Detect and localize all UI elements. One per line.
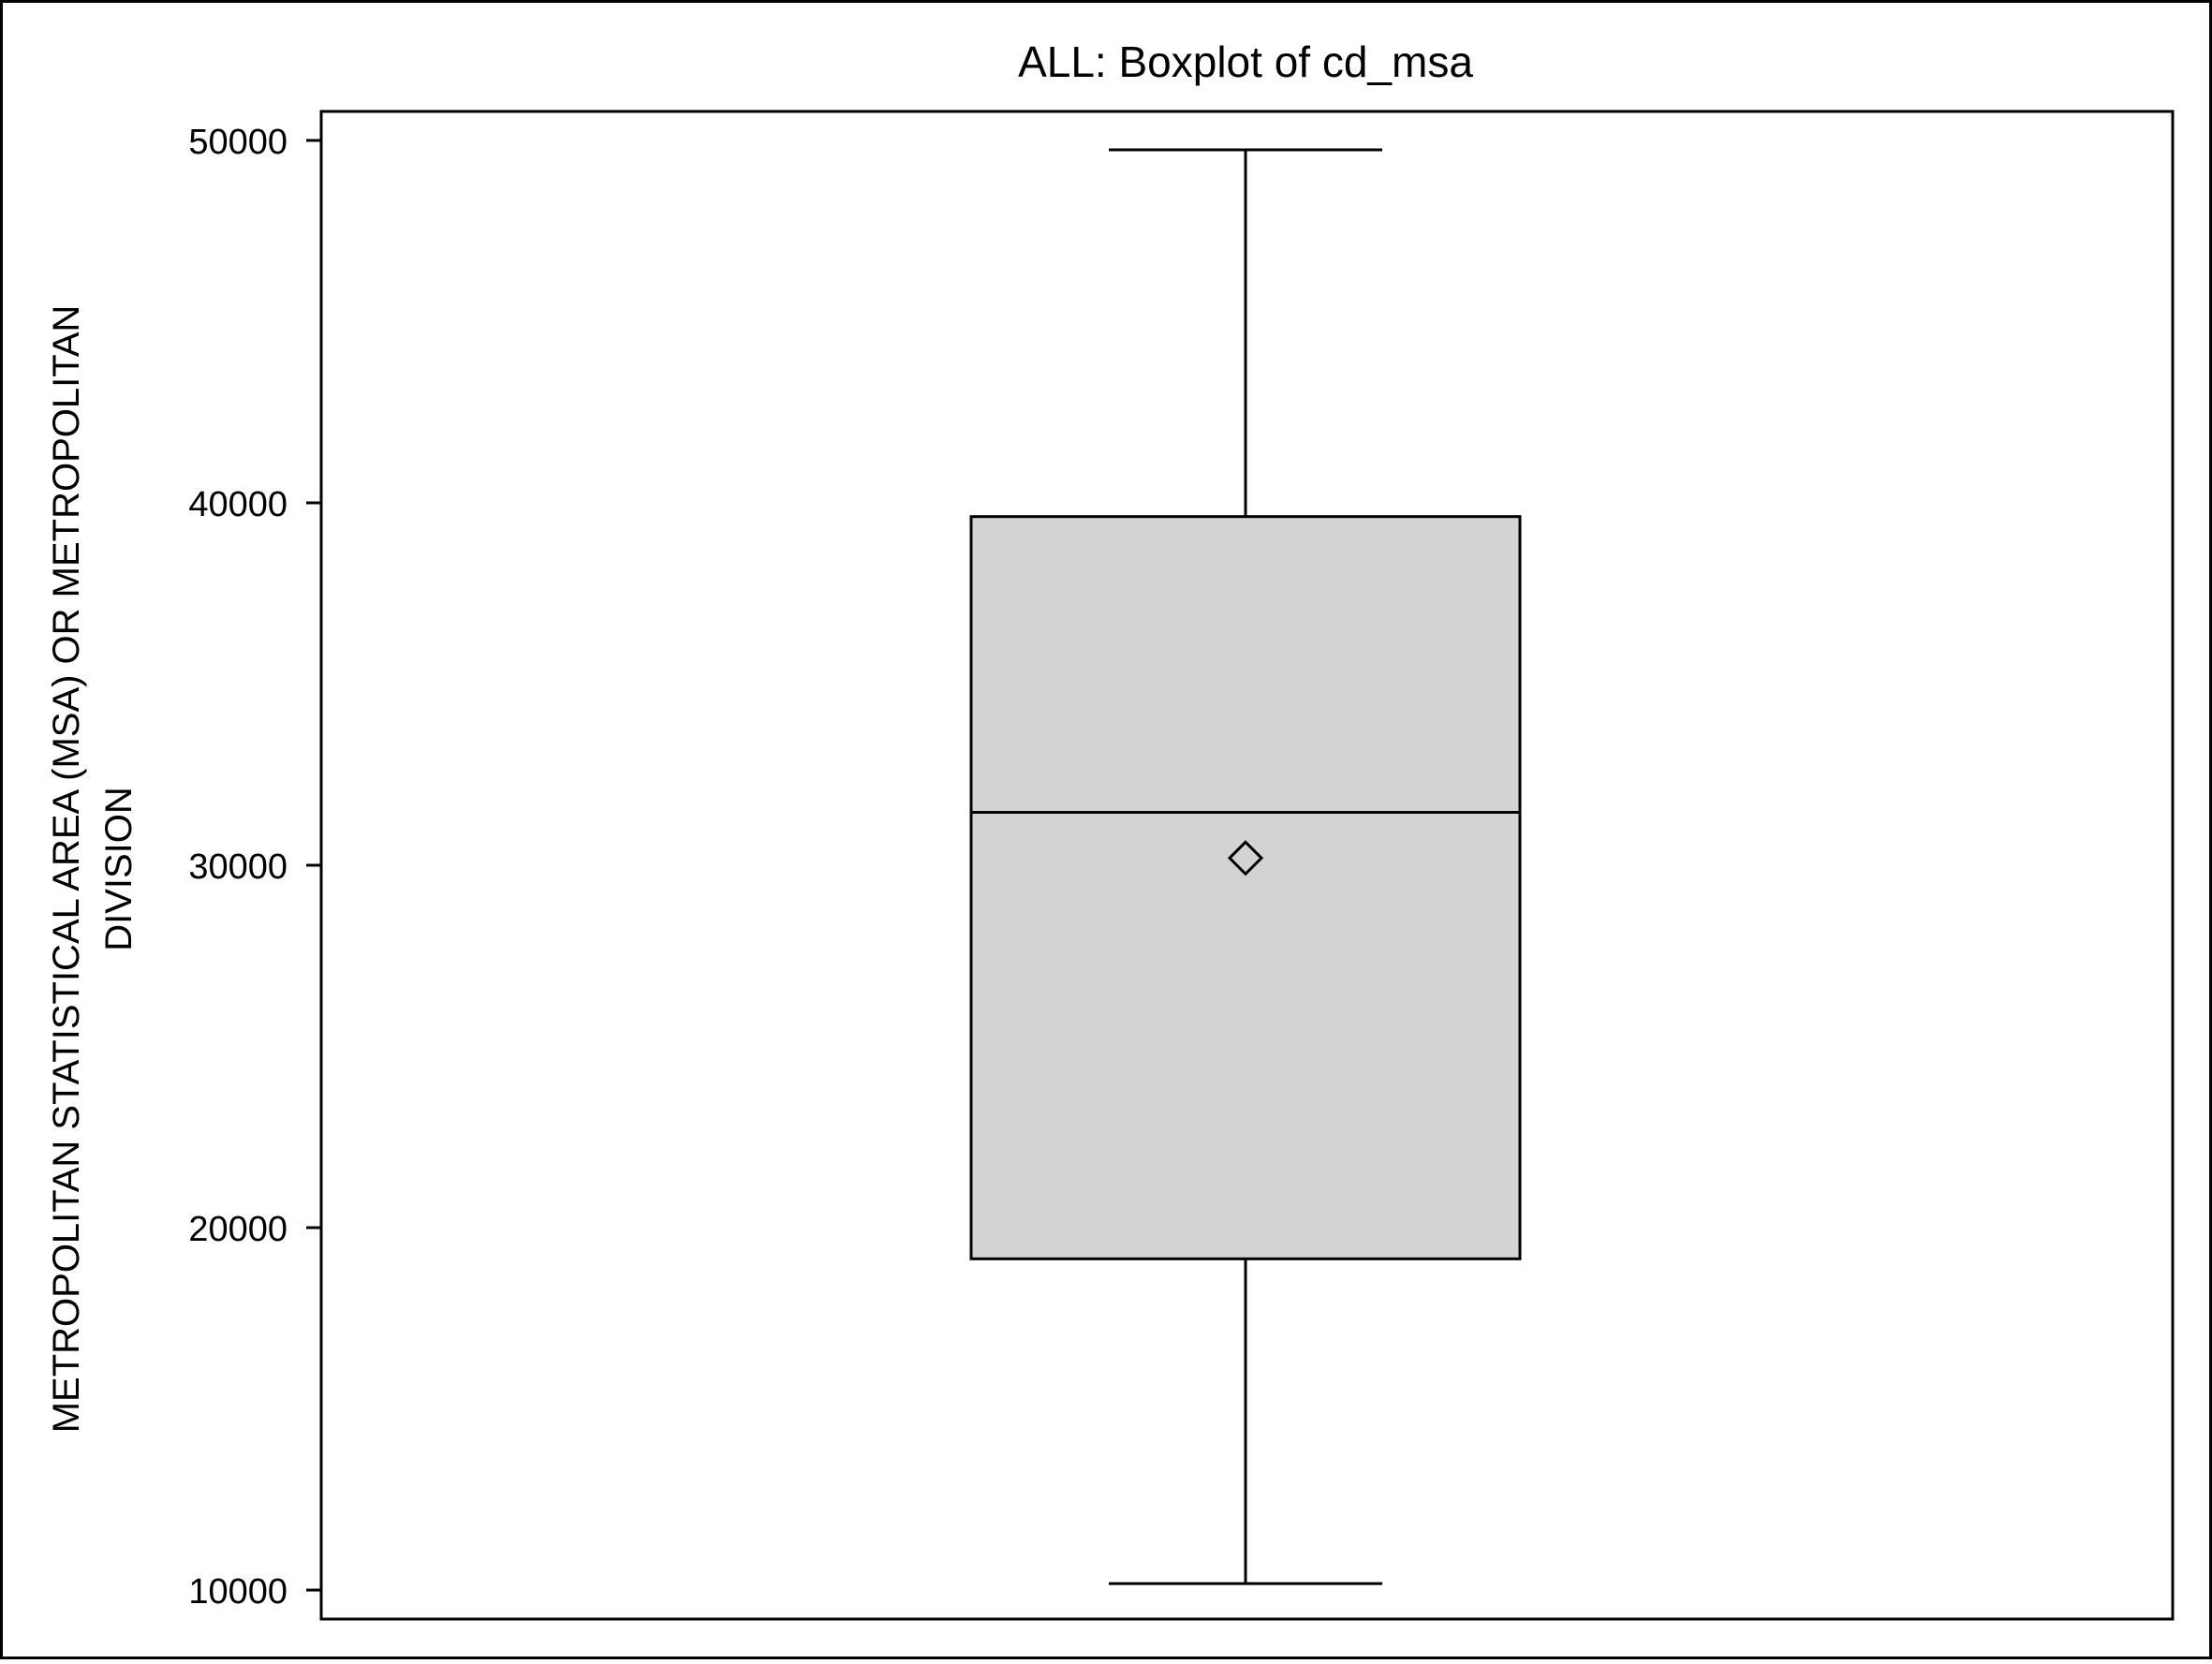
chart-title: ALL: Boxplot of cd_msa [1018,37,1473,86]
y-tick-label: 50000 [188,123,288,162]
y-axis: 10000 20000 30000 40000 50000 [188,123,321,1612]
y-axis-label-line-1: METROPOLITAN STATISTICAL AREA (MSA) OR M… [46,305,87,1434]
y-tick-label: 40000 [188,485,288,524]
box-plot [969,148,1522,1585]
mean-marker [1227,840,1264,876]
y-axis-label: METROPOLITAN STATISTICAL AREA (MSA) OR M… [46,305,140,1434]
y-tick-label: 30000 [188,847,288,887]
y-tick-label: 10000 [188,1572,288,1612]
interquartile-box [969,515,1522,1260]
y-axis-label-line-2: DIVISION [98,787,140,951]
y-tick-label: 20000 [188,1210,288,1249]
